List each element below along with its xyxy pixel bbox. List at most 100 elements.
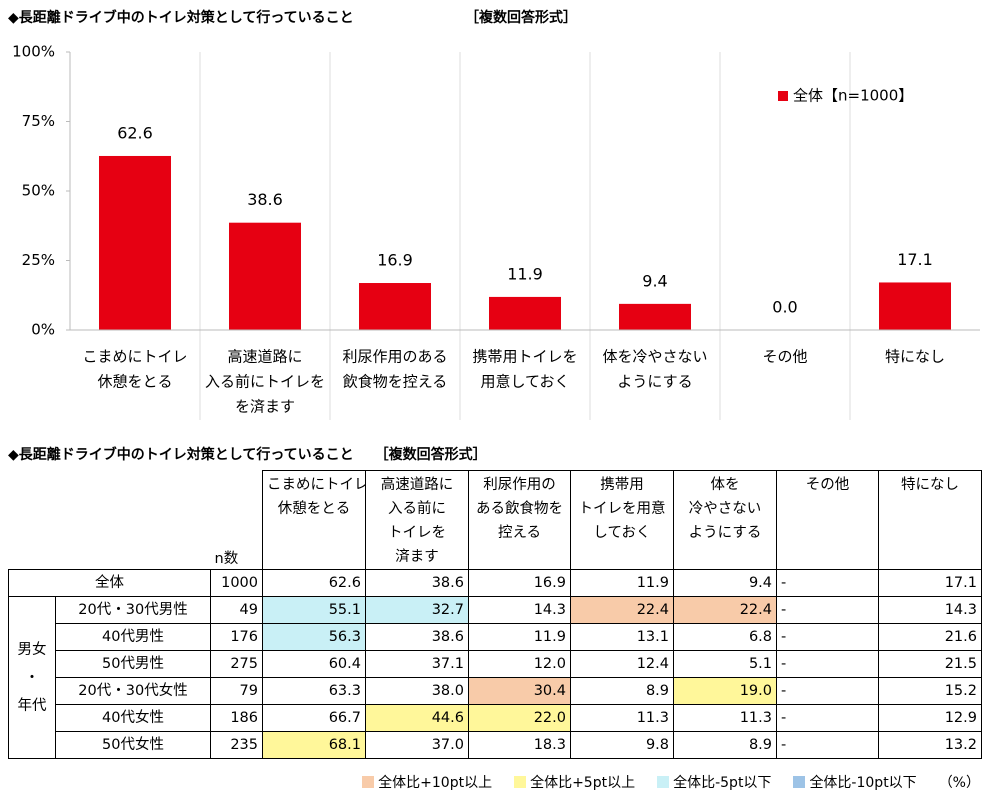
value-cell: 11.9	[468, 623, 571, 651]
x-tick-label: ようにする	[617, 373, 692, 391]
value-cell: 32.7	[365, 596, 469, 624]
value-cell: 9.8	[570, 731, 674, 759]
value-cell: 13.2	[878, 731, 982, 759]
value-cell: 8.9	[673, 731, 777, 759]
x-tick-label: 休憩をとる	[97, 373, 172, 391]
value-cell: 37.1	[365, 650, 469, 678]
column-header-line: ある飲食物を	[476, 501, 563, 517]
chart-title: ◆長距離ドライブ中のトイレ対策として行っていること	[8, 9, 354, 26]
value-cell: 68.1	[262, 731, 366, 759]
value-cell: 22.4	[570, 596, 674, 624]
group-label: 男女・年代	[8, 596, 56, 759]
column-header-line: 高速道路に	[380, 477, 454, 493]
value-cell: 12.4	[570, 650, 674, 678]
table-legend: 全体比+10pt以上 全体比+5pt以上 全体比-5pt以下 全体比-10pt以下 （%…	[8, 773, 980, 793]
legend-swatch	[778, 91, 788, 101]
x-tick-label: 特になし	[885, 348, 945, 366]
row-label: 40代男性	[55, 623, 211, 651]
y-tick-label: 50%	[22, 182, 55, 200]
legend-swatch	[657, 776, 670, 788]
value-label: 17.1	[897, 250, 933, 269]
column-header: 利尿作用の ある飲食物を 控える	[468, 470, 571, 570]
column-header-line: その他	[805, 477, 850, 493]
column-header-line: 休憩をとる	[277, 501, 351, 517]
bar	[359, 283, 431, 330]
legend-swatch	[362, 776, 375, 788]
value-cell: 44.6	[365, 704, 469, 732]
value-cell: 12.0	[468, 650, 571, 678]
n-cell: 49	[210, 596, 263, 624]
chart-subtitle: ［複数回答形式］	[465, 9, 577, 26]
value-label: 16.9	[377, 251, 413, 270]
x-tick-label: 飲食物を控える	[343, 373, 448, 391]
n-cell: 176	[210, 623, 263, 651]
group-label-line: ・	[24, 669, 40, 686]
legend-item: 全体比+10pt以上	[362, 773, 492, 793]
column-header: 体を 冷やさない ようにする	[673, 470, 777, 570]
data-row: 40代男性 176 56.3 38.6 11.9 13.1 6.8-21.6	[9, 623, 982, 651]
data-row: 50代男性 275 60.4 37.1 12.0 12.4 5.1-21.5	[9, 650, 982, 678]
value-label: 9.4	[642, 271, 667, 290]
value-label: 38.6	[247, 190, 283, 209]
column-header-line: しておく	[593, 525, 651, 541]
legend-item: 全体比-10pt以下	[793, 773, 917, 793]
value-cell: 38.6	[365, 623, 469, 651]
legend-swatch	[514, 776, 527, 788]
value-cell: 6.8	[673, 623, 777, 651]
legend-swatch	[793, 776, 806, 788]
column-header-line: 特になし	[901, 477, 959, 493]
column-header-line: 利尿作用の	[483, 477, 556, 493]
value-cell: 66.7	[262, 704, 366, 732]
value-cell: 11.3	[570, 704, 674, 732]
legend-label: 全体比+10pt以上	[378, 775, 493, 791]
data-row: 50代女性 235 68.1 37.0 18.3 9.8 8.9-13.2	[9, 731, 982, 759]
legend-item: 全体比-5pt以下	[657, 773, 771, 793]
blank-cell	[9, 471, 56, 570]
blank-cell	[56, 471, 211, 570]
value-cell: 19.0	[673, 677, 777, 705]
value-cell: 17.1	[878, 569, 982, 597]
legend-label: 全体比+5pt以上	[530, 775, 636, 791]
unit-label: （%）	[938, 775, 980, 791]
value-cell: -	[776, 731, 879, 759]
column-header-line: 冷やさない	[688, 501, 762, 517]
value-label: 0.0	[772, 298, 797, 317]
y-tick-label: 0%	[31, 321, 55, 339]
value-cell: 14.3	[878, 596, 982, 624]
legend-label: 全体比-5pt以下	[673, 775, 772, 791]
column-header-line: こまめにトイレ	[267, 477, 366, 493]
value-label: 11.9	[507, 264, 543, 283]
bar	[619, 303, 691, 330]
value-cell: 9.4	[673, 569, 777, 597]
chart: ◆長距離ドライブ中のトイレ対策として行っていること ［複数回答形式］ 0% 25%…	[8, 9, 980, 420]
row-label: 40代女性	[55, 704, 211, 732]
data-row: 男女・年代 20代・30代男性 49 55.1 32.7 14.3 22.4 22.4-14.…	[8, 596, 982, 759]
value-cell: -	[776, 623, 879, 651]
table-section: ◆長距離ドライブ中のトイレ対策として行っていること ［複数回答形式］ n数 こまめ…	[8, 440, 982, 791]
value-cell: 11.3	[673, 704, 777, 732]
value-cell: 37.0	[365, 731, 469, 759]
value-cell: 38.6	[365, 569, 469, 597]
row-label: 50代男性	[55, 650, 211, 678]
total-row: 全体 1000 62.6 38.6 16.9 11.9 9.4-17.1	[8, 569, 982, 597]
y-tick-label: 100%	[12, 43, 55, 61]
n-cell: 1000	[210, 569, 263, 597]
table-subtitle: ［複数回答形式］	[381, 447, 487, 463]
column-header-line: 済ます	[395, 549, 439, 565]
table-title-text: ◆長距離ドライブ中のトイレ対策として行っていること	[8, 447, 354, 463]
data-row: 40代女性 186 66.7 44.6 22.0 11.3 11.3-12.9	[9, 704, 982, 732]
value-cell: -	[776, 650, 879, 678]
row-label: 50代女性	[55, 731, 211, 759]
x-tick-label: 体を冷やさない	[602, 348, 707, 366]
value-cell: 30.4	[468, 677, 571, 705]
row-label: 全体	[8, 569, 211, 597]
value-cell: 14.3	[468, 596, 571, 624]
x-tick-label: を済ます	[235, 398, 295, 416]
data-row: 20代・30代女性 79 63.3 38.0 30.4 8.9 19.0-15.2	[9, 677, 982, 705]
value-label: 62.6	[117, 123, 153, 142]
value-cell: 21.6	[878, 623, 982, 651]
value-cell: 56.3	[262, 623, 366, 651]
row-label: 20代・30代女性	[55, 677, 211, 705]
value-cell: 38.0	[365, 677, 469, 705]
